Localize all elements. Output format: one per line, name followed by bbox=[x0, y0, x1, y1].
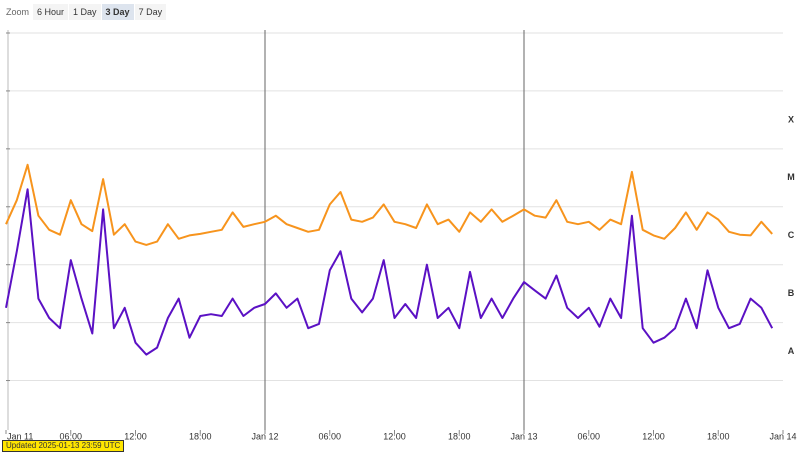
series-line bbox=[5, 188, 774, 356]
series-line bbox=[5, 163, 773, 246]
x-tick-label: Jan 11 bbox=[7, 431, 33, 441]
x-tick-label: 18:00 bbox=[448, 431, 471, 441]
x-tick-label: 06:00 bbox=[59, 431, 82, 441]
x-tick-label: Jan 14 bbox=[769, 431, 796, 441]
x-tick-label: 12:00 bbox=[124, 431, 147, 441]
zoom-label: Zoom bbox=[6, 7, 30, 17]
zoom-bar: Zoom 6 Hour 1 Day 3 Day 7 Day bbox=[6, 4, 167, 20]
x-tick-label: 18:00 bbox=[707, 431, 730, 441]
x-tick-label: 18:00 bbox=[189, 431, 212, 441]
x-tick-label: Jan 13 bbox=[510, 431, 537, 441]
x-tick-label: 12:00 bbox=[642, 431, 665, 441]
zoom-button[interactable]: 3 Day bbox=[101, 4, 134, 20]
y-tick-label: B bbox=[788, 288, 795, 298]
x-tick-label: Jan 12 bbox=[251, 431, 278, 441]
y-tick-label: C bbox=[788, 230, 795, 240]
zoom-button[interactable]: 6 Hour bbox=[33, 4, 69, 20]
x-tick-label: 06:00 bbox=[318, 431, 341, 441]
y-tick-label: M bbox=[787, 172, 795, 182]
y-tick-label: A bbox=[788, 346, 795, 356]
updated-badge: Updated 2025-01-13 23:59 UTC bbox=[2, 440, 125, 452]
y-tick-label: X bbox=[788, 114, 794, 124]
zoom-button[interactable]: 7 Day bbox=[134, 4, 167, 20]
x-tick-label: 06:00 bbox=[577, 431, 600, 441]
zoom-button[interactable]: 1 Day bbox=[69, 4, 101, 20]
x-tick-label: 12:00 bbox=[383, 431, 406, 441]
